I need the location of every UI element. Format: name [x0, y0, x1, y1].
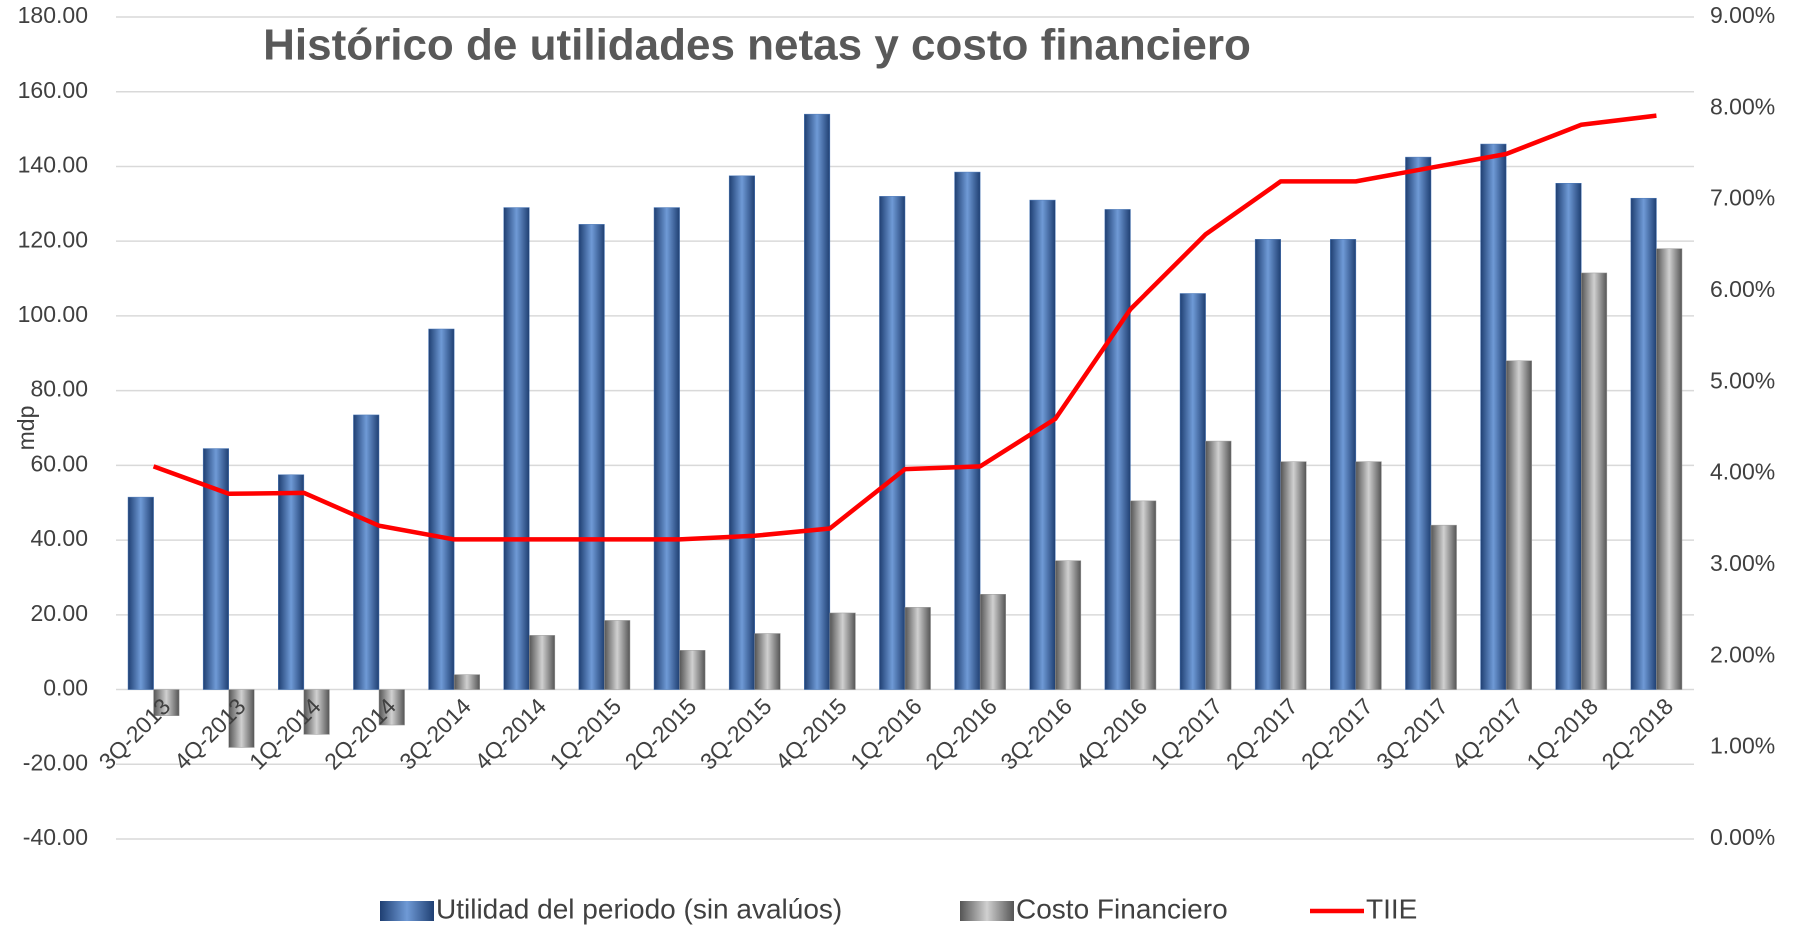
bar — [954, 171, 981, 690]
bar — [1104, 209, 1131, 690]
bar — [653, 207, 680, 690]
y-tick-label: 140.00 — [18, 152, 88, 178]
bar — [754, 633, 781, 690]
bar — [1280, 461, 1307, 690]
y-tick-label: 160.00 — [18, 77, 88, 103]
x-tick-label: 2Q-2016 — [920, 693, 1002, 775]
y2-tick-label: 4.00% — [1710, 459, 1775, 485]
legend-label: Costo Financiero — [1016, 893, 1228, 924]
bar — [604, 620, 631, 690]
bar — [578, 224, 605, 690]
bar — [353, 414, 380, 690]
x-tick-label: 4Q-2014 — [469, 693, 551, 775]
bar — [1205, 440, 1232, 690]
bar — [979, 594, 1006, 690]
y-tick-label: 20.00 — [30, 600, 88, 626]
x-tick-label: 3Q-2013 — [94, 693, 176, 775]
x-tick-label: 1Q-2015 — [545, 693, 627, 775]
bar — [303, 689, 330, 735]
bar — [278, 474, 305, 690]
x-tick-label: 4Q-2015 — [770, 693, 852, 775]
x-tick-label: 4Q-2017 — [1446, 693, 1528, 775]
bar — [829, 612, 856, 690]
bar — [127, 496, 154, 690]
y2-tick-label: 8.00% — [1710, 93, 1775, 119]
chart-title: Histórico de utilidades netas y costo fi… — [263, 21, 1251, 70]
bar — [1405, 156, 1432, 690]
bar — [1581, 272, 1608, 690]
bar — [1130, 500, 1157, 690]
bar — [879, 196, 906, 690]
x-tick-label: 3Q-2015 — [695, 693, 777, 775]
bar — [1179, 293, 1206, 690]
bar — [1029, 199, 1056, 690]
y2-tick-label: 2.00% — [1710, 641, 1775, 667]
bar — [153, 689, 180, 716]
y-tick-label: 80.00 — [30, 376, 88, 402]
y2-tick-label: 7.00% — [1710, 185, 1775, 211]
x-tick-label: 2Q-2018 — [1597, 693, 1679, 775]
y-axis-label: mdp — [13, 406, 39, 451]
y-tick-label: -20.00 — [23, 749, 88, 775]
bar — [728, 175, 755, 690]
y-tick-label: 40.00 — [30, 525, 88, 551]
bar — [1630, 197, 1657, 690]
x-tick-label: 1Q-2016 — [845, 693, 927, 775]
x-tick-label: 1Q-2018 — [1521, 693, 1603, 775]
x-tick-label: 3Q-2014 — [394, 693, 476, 775]
bar — [428, 328, 455, 690]
legend-label: TIIE — [1366, 893, 1417, 924]
y-tick-label: 180.00 — [18, 2, 88, 28]
x-tick-label: 3Q-2017 — [1371, 693, 1453, 775]
y2-tick-label: 5.00% — [1710, 367, 1775, 393]
x-tick-label: 2Q-2017 — [1221, 693, 1303, 775]
bar — [1355, 461, 1382, 690]
y2-tick-label: 1.00% — [1710, 733, 1775, 759]
bar — [804, 113, 831, 690]
y2-tick-label: 3.00% — [1710, 550, 1775, 576]
y-tick-label: 100.00 — [18, 301, 88, 327]
bar — [378, 689, 405, 726]
bar — [1505, 360, 1532, 690]
bar — [1656, 248, 1683, 690]
bar — [529, 635, 556, 690]
bar — [1055, 560, 1082, 690]
y-tick-label: 60.00 — [30, 450, 88, 476]
bar — [228, 689, 255, 748]
bar — [1254, 239, 1281, 690]
legend-swatch — [380, 901, 434, 921]
x-tick-label: 2Q-2014 — [319, 693, 401, 775]
bar — [1330, 239, 1357, 690]
x-tick-label: 3Q-2016 — [995, 693, 1077, 775]
legend-label: Utilidad del periodo (sin avalúos) — [436, 893, 842, 924]
bar — [679, 650, 706, 690]
bar — [904, 607, 931, 690]
y-tick-label: 120.00 — [18, 226, 88, 252]
line — [152, 113, 1657, 542]
bar — [1555, 183, 1582, 690]
y2-tick-label: 9.00% — [1710, 2, 1775, 28]
y-tick-label: -40.00 — [23, 824, 88, 850]
x-tick-label: 2Q-2015 — [620, 693, 702, 775]
legend-swatch — [960, 901, 1014, 921]
x-tick-label: 2Q-2017 — [1296, 693, 1378, 775]
bar — [453, 674, 480, 690]
bar — [503, 207, 530, 690]
bar — [1480, 143, 1507, 690]
x-tick-label: 1Q-2017 — [1146, 693, 1228, 775]
x-tick-label: 4Q-2016 — [1071, 693, 1153, 775]
y2-tick-label: 0.00% — [1710, 824, 1775, 850]
bar — [1430, 524, 1457, 690]
y-tick-label: 0.00 — [43, 675, 88, 701]
y2-tick-label: 6.00% — [1710, 276, 1775, 302]
